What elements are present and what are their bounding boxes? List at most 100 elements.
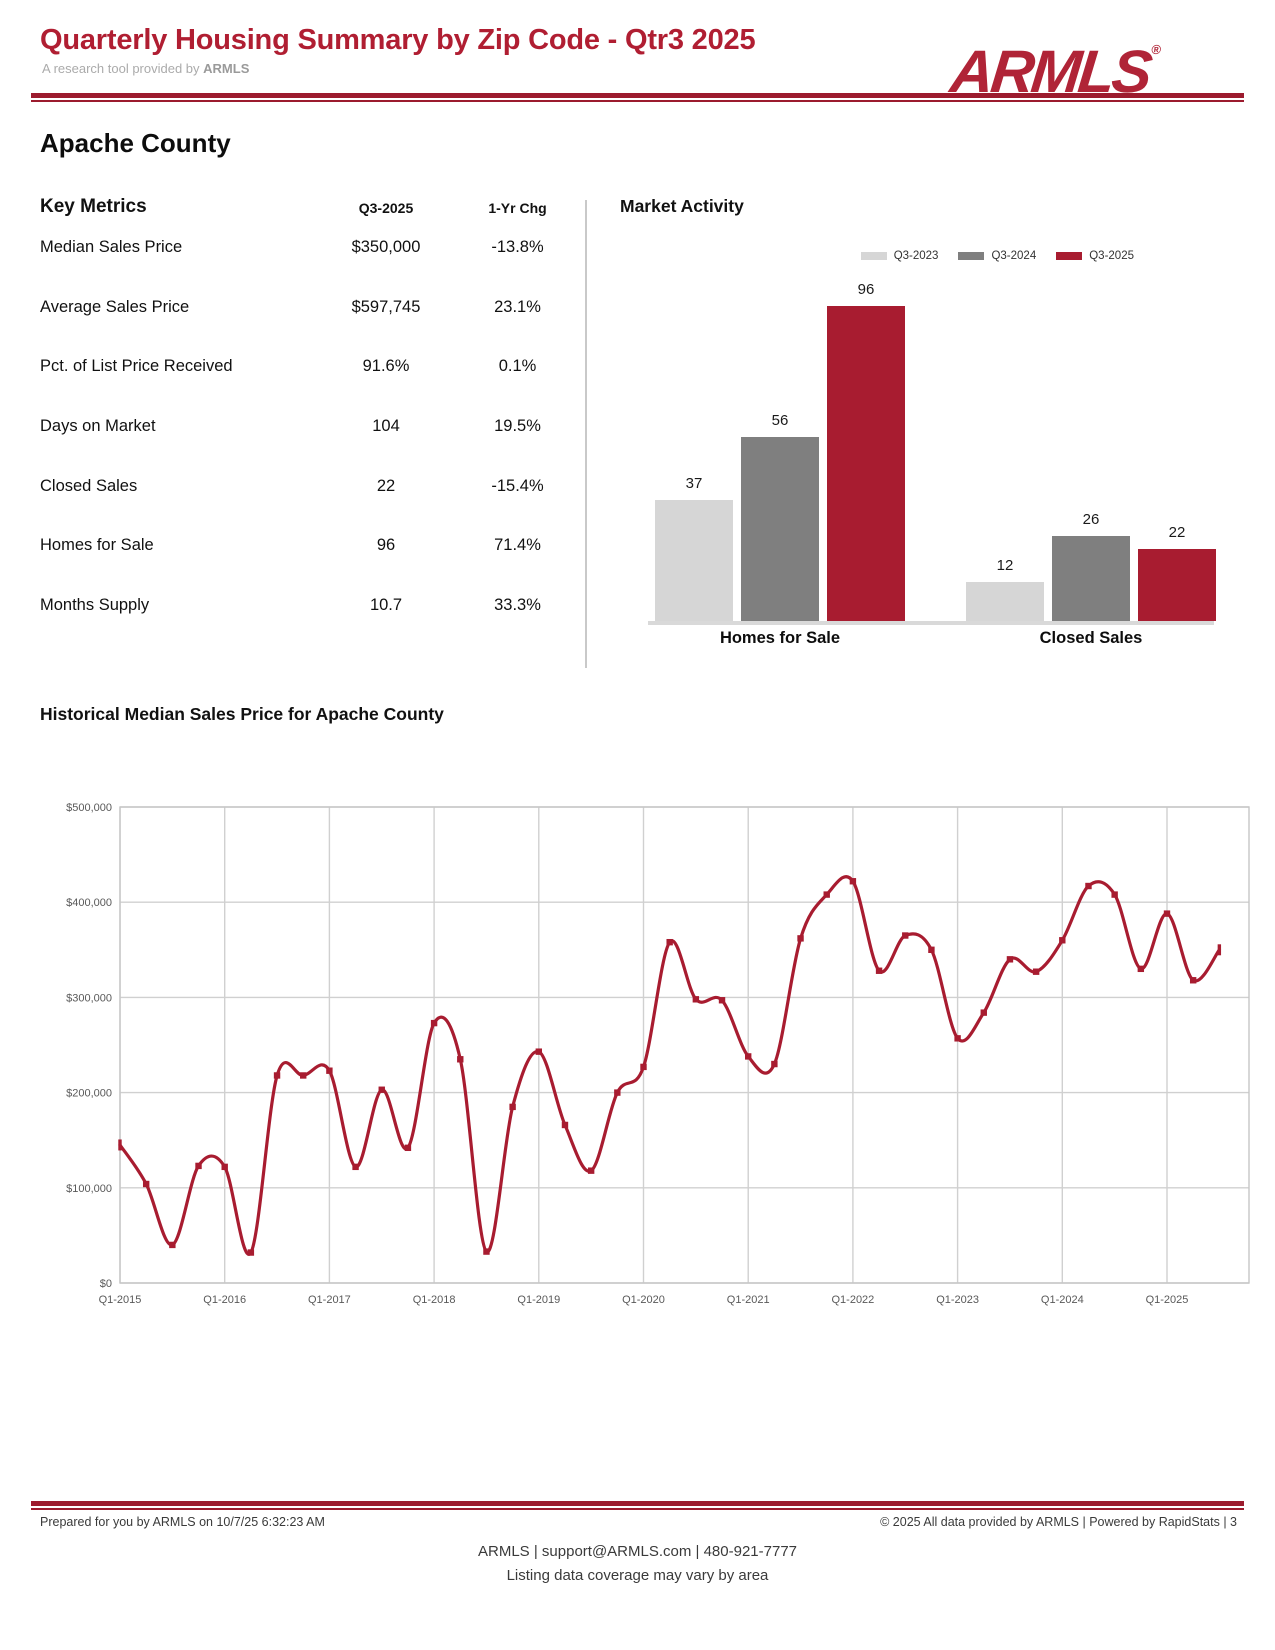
table-row: Months Supply 10.7 33.3% [40, 594, 575, 654]
metric-value: $597,745 [351, 297, 421, 316]
data-point-marker [273, 1072, 281, 1079]
data-point-marker [118, 1139, 122, 1151]
data-point-marker [1006, 956, 1014, 963]
legend-swatch-icon [958, 252, 985, 260]
metric-change: 23.1% [494, 297, 541, 316]
metric-change: -13.8% [491, 238, 544, 256]
x-axis-tick-label: Q1-2025 [1146, 1294, 1189, 1306]
data-point-marker [1217, 944, 1222, 956]
data-point-marker [457, 1056, 464, 1063]
bar-value-label: 96 [857, 281, 875, 298]
data-point-marker [587, 1167, 595, 1174]
bar-category-label: Closed Sales [1039, 629, 1143, 647]
data-point-marker [483, 1248, 490, 1255]
data-point-marker [954, 1035, 961, 1042]
bar-value-label: 12 [996, 557, 1014, 574]
data-point-marker [404, 1144, 412, 1152]
metric-label: Pct. of List Price Received [40, 357, 233, 376]
bar-q3-2025-closed-sales [1138, 549, 1216, 621]
data-point-marker [1137, 965, 1145, 973]
footer-prepared: Prepared for you by ARMLS on 10/7/25 6:3… [40, 1515, 325, 1529]
data-point-marker [849, 878, 857, 885]
y-axis-tick-label: $300,000 [66, 992, 112, 1004]
metric-label: Days on Market [40, 417, 156, 436]
header-divider [31, 93, 1244, 102]
metric-label: Median Sales Price [40, 238, 183, 256]
metric-change: 19.5% [494, 417, 541, 436]
data-point-marker [640, 1063, 647, 1071]
data-point-marker [797, 935, 804, 942]
data-point-marker [169, 1241, 176, 1249]
legend-item: Q3-2024 [958, 250, 1036, 262]
y-axis-tick-label: $200,000 [66, 1088, 112, 1100]
registered-mark-icon: ® [1150, 42, 1162, 57]
data-point-marker [352, 1163, 359, 1171]
metric-value: 10.7 [369, 596, 403, 615]
market-activity-chart: Market Activity Q3-2023 Q3-2024 Q3-2025 37… [620, 196, 1220, 671]
footer-contact: ARMLS | support@ARMLS.com | 480-921-7777 [478, 1543, 797, 1560]
x-axis-tick-label: Q1-2019 [517, 1294, 560, 1306]
page-subtitle: A research tool provided by ARMLS [42, 61, 249, 76]
footer-copyright: © 2025 All data provided by ARMLS | Powe… [880, 1515, 1237, 1529]
data-point-marker [1032, 968, 1040, 975]
x-axis-tick-label: Q1-2020 [622, 1294, 665, 1306]
bar-value-label: 22 [1168, 524, 1186, 541]
metric-change: -15.4% [491, 476, 544, 495]
section-divider [585, 200, 587, 668]
metric-label: Closed Sales [40, 476, 138, 495]
metric-change: 0.1% [498, 357, 537, 376]
data-point-marker [300, 1072, 307, 1079]
footer-coverage: Listing data coverage may vary by area [506, 1567, 769, 1584]
x-axis-tick-label: Q1-2021 [727, 1294, 770, 1306]
table-row: Average Sales Price $597,745 23.1% [40, 296, 575, 356]
data-point-marker [326, 1067, 333, 1074]
table-row: Closed Sales 22 -15.4% [40, 475, 575, 535]
metric-change: 71.4% [494, 536, 541, 555]
data-point-marker [902, 932, 909, 939]
subtitle-prefix: A research tool provided by [42, 61, 204, 76]
bar-chart-baseline [648, 621, 1214, 625]
bar-q3-2023-closed-sales [966, 582, 1044, 621]
metric-change: 33.3% [494, 596, 541, 615]
legend-swatch-icon [860, 252, 887, 260]
legend-label: Q3-2024 [991, 250, 1037, 262]
data-point-marker [378, 1086, 385, 1093]
bar-value-label: 56 [771, 412, 789, 429]
data-point-marker [666, 938, 673, 946]
data-point-marker [1163, 910, 1171, 917]
bar-legend: Q3-2023 Q3-2024 Q3-2025 [860, 250, 1134, 262]
x-axis-tick-label: Q1-2024 [1041, 1294, 1084, 1306]
key-metrics-header: Key Metrics Q3-2025 1-Yr Chg [40, 196, 575, 218]
x-axis-tick-label: Q1-2017 [308, 1294, 351, 1306]
legend-label: Q3-2023 [893, 250, 939, 262]
metric-label: Months Supply [40, 596, 150, 615]
bar-value-label: 26 [1082, 511, 1100, 528]
page-title: Quarterly Housing Summary by Zip Code - … [40, 24, 756, 56]
footer-divider [31, 1501, 1244, 1510]
data-point-marker [718, 997, 726, 1004]
legend-item: Q3-2025 [1056, 250, 1134, 262]
data-point-marker [1059, 937, 1066, 944]
x-axis-tick-label: Q1-2015 [99, 1294, 142, 1306]
y-axis-tick-label: $400,000 [66, 897, 112, 909]
data-point-marker [614, 1089, 621, 1096]
x-axis-tick-label: Q1-2022 [831, 1294, 874, 1306]
data-point-marker [875, 967, 883, 974]
x-axis-tick-label: Q1-2016 [203, 1294, 246, 1306]
x-axis-tick-label: Q1-2023 [936, 1294, 979, 1306]
legend-item: Q3-2023 [860, 250, 939, 262]
bar-q3-2025-homes-for-sale [827, 306, 905, 621]
data-point-marker [1189, 977, 1197, 984]
bar-value-label: 37 [685, 475, 703, 492]
table-row: Median Sales Price $350,000 -13.8% [40, 236, 575, 296]
metric-value: $350,000 [351, 238, 421, 256]
column-header-1yr-chg: 1-Yr Chg [488, 200, 547, 216]
data-point-marker [1111, 891, 1118, 898]
data-point-marker [509, 1103, 516, 1111]
market-activity-title: Market Activity [620, 196, 744, 216]
bar-category-label: Homes for Sale [719, 629, 841, 647]
metric-value: 104 [372, 417, 400, 436]
metric-label: Homes for Sale [40, 536, 154, 555]
y-axis-tick-label: $500,000 [66, 802, 112, 814]
